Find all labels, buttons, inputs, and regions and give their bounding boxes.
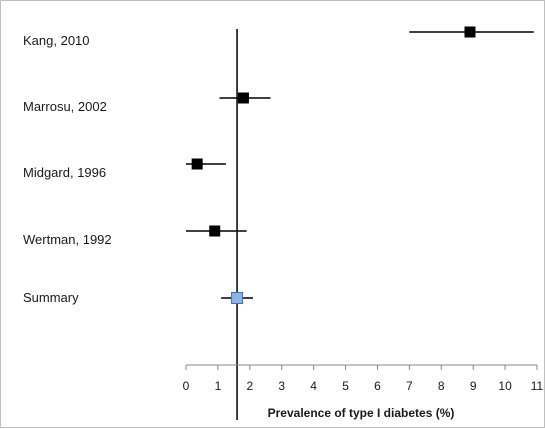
x-tick-label: 0 bbox=[183, 379, 190, 393]
x-tick-label: 9 bbox=[470, 379, 477, 393]
point-estimate-marker bbox=[464, 26, 476, 38]
x-tick-label: 2 bbox=[246, 379, 253, 393]
point-estimate-marker bbox=[237, 92, 249, 104]
study-labels: Kang, 2010 Marrosu, 2002 Midgard, 1996 Wert… bbox=[23, 33, 112, 305]
x-tick-label: 7 bbox=[406, 379, 413, 393]
study-label: Wertman, 1992 bbox=[23, 232, 112, 247]
x-tick-label: 5 bbox=[342, 379, 349, 393]
x-tick-label: 11 bbox=[531, 379, 544, 393]
summary-label: Summary bbox=[23, 290, 79, 305]
point-estimate-marker bbox=[209, 225, 221, 237]
x-tick-label: 10 bbox=[498, 379, 512, 393]
x-axis: 0 1 2 3 4 5 6 7 8 9 10 11 bbox=[183, 364, 544, 393]
study-label: Midgard, 1996 bbox=[23, 165, 106, 180]
x-tick-label: 6 bbox=[374, 379, 381, 393]
summary-marker bbox=[231, 292, 244, 304]
study-label: Marrosu, 2002 bbox=[23, 99, 107, 114]
confidence-intervals bbox=[186, 31, 534, 299]
x-tick-label: 8 bbox=[438, 379, 445, 393]
x-axis-title: Prevalence of type I diabetes (%) bbox=[268, 406, 455, 420]
x-tick-label: 4 bbox=[310, 379, 317, 393]
x-tick-label: 3 bbox=[278, 379, 285, 393]
point-estimate-marker bbox=[191, 158, 203, 170]
x-tick-label: 1 bbox=[215, 379, 222, 393]
study-label: Kang, 2010 bbox=[23, 33, 90, 48]
point-estimates bbox=[191, 26, 476, 304]
